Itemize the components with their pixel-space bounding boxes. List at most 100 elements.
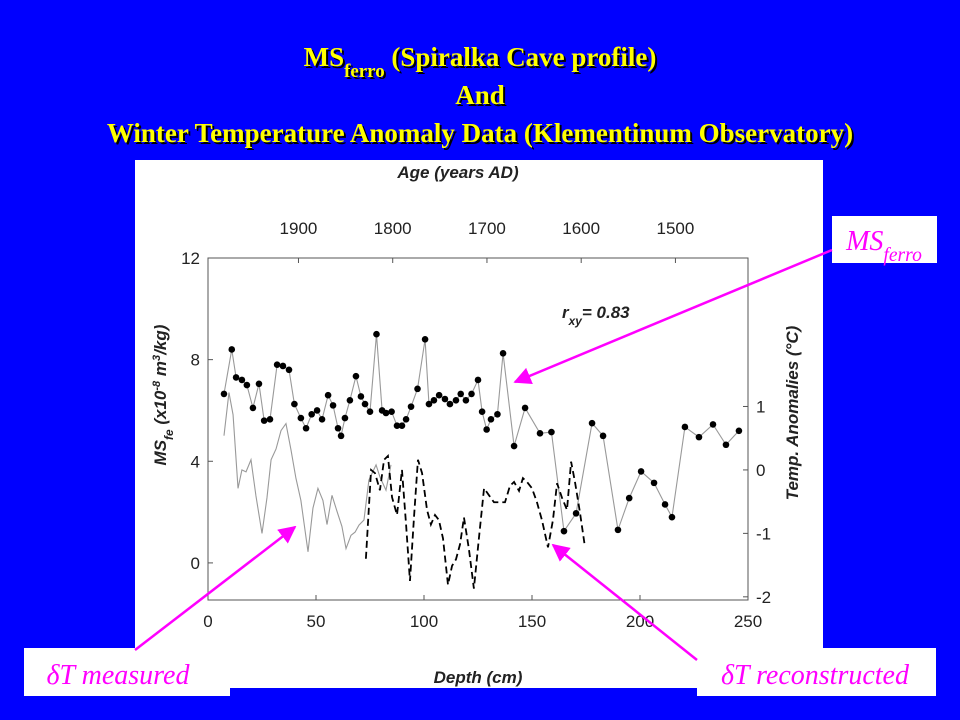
text-part: (Spiralka Cave profile) (385, 42, 657, 72)
data-point (536, 430, 544, 437)
data-point (614, 526, 622, 534)
y-axis-title: MSfe (x10-8 m3/kg) (151, 324, 176, 465)
y-tick-label: 0 (191, 554, 200, 573)
text-part: ferro (344, 61, 385, 82)
text-part: 3 (151, 354, 163, 361)
text-part: MS (845, 226, 883, 257)
data-point (414, 385, 421, 393)
data-point (435, 391, 443, 399)
data-point (722, 441, 730, 449)
y2-axis-title: Temp. Anomalies (°C) (783, 325, 802, 500)
legend-entry: MSferro (845, 226, 922, 266)
data-point (441, 395, 449, 403)
x2-axis-title: Age (years AD) (396, 163, 519, 182)
data-point (285, 366, 293, 374)
data-point (483, 426, 490, 433)
data-point (393, 422, 401, 429)
x-tick-label: 0 (203, 612, 212, 631)
data-point (334, 424, 342, 432)
legend-entry: δT measured (47, 660, 191, 691)
data-point (462, 396, 470, 404)
y-tick-label: 4 (191, 452, 200, 471)
data-point (273, 361, 281, 369)
data-point (650, 479, 658, 487)
data-point (255, 380, 263, 388)
data-point (260, 417, 268, 424)
text-part: MS (304, 42, 345, 72)
data-point (521, 404, 529, 412)
data-point (357, 393, 365, 400)
data-point (243, 381, 251, 389)
series-line (364, 454, 586, 589)
data-point (373, 330, 380, 338)
data-point (407, 403, 415, 410)
slide-title-line: Winter Temperature Anomaly Data (Klement… (107, 118, 853, 148)
arrow (551, 543, 698, 661)
y-tick-label: 12 (181, 249, 200, 268)
data-point (421, 336, 429, 343)
arrow (134, 525, 297, 651)
data-point (468, 390, 475, 398)
data-point (291, 400, 298, 408)
text-part: fe (162, 429, 176, 440)
text-part: (x10 (151, 390, 170, 429)
x-axis-title: Depth (cm) (434, 668, 523, 687)
text-part: m (151, 361, 170, 381)
data-point (297, 414, 305, 422)
chart: 0 50 100 150 200 250 1900 1800 1700 1600 1500 0 4 8 12… (151, 163, 802, 687)
data-point (735, 427, 743, 435)
data-point (572, 510, 580, 517)
data-point (279, 362, 287, 370)
data-point (474, 376, 482, 384)
data-point (661, 501, 669, 508)
text-part: -8 (151, 380, 163, 391)
data-point (709, 421, 717, 428)
data-point (266, 416, 274, 423)
data-point (668, 513, 676, 521)
data-point (695, 433, 703, 441)
x-tick-label: 150 (518, 612, 546, 631)
x2-tick-label: 1500 (657, 219, 695, 238)
x-tick-label: 250 (734, 612, 762, 631)
data-point (318, 416, 326, 423)
text-part: ferro (883, 245, 922, 266)
data-point (599, 432, 607, 440)
text-part: δT measured (47, 660, 191, 691)
x-tick-label: 50 (307, 612, 326, 631)
data-point (425, 400, 433, 408)
data-point (588, 419, 596, 427)
data-point (499, 349, 507, 357)
data-point (249, 404, 257, 412)
data-point (232, 374, 240, 381)
data-point (637, 468, 645, 475)
data-point (452, 396, 460, 404)
slide-title: MSferro (Spiralka Cave profile) (304, 42, 657, 82)
data-point (446, 400, 454, 408)
x2-tick-label: 1600 (562, 219, 600, 238)
data-point (457, 390, 465, 398)
slide-title-line: And (455, 80, 505, 110)
data-point (329, 402, 337, 409)
x-tick-label: 200 (626, 612, 654, 631)
data-point (560, 527, 568, 535)
y2-tick-label: -1 (756, 524, 771, 543)
data-point (341, 414, 349, 422)
data-point (510, 442, 518, 450)
data-point (478, 408, 486, 416)
data-point (398, 422, 406, 429)
legend-entry: δT reconstructed (721, 660, 910, 691)
y2-tick-label: 0 (756, 461, 765, 480)
data-point (625, 494, 633, 502)
data-point (308, 410, 315, 418)
data-point (302, 424, 310, 432)
chart-panel (135, 160, 823, 688)
data-point (324, 391, 332, 399)
x2-tick-label: 1900 (280, 219, 318, 238)
text-part: = 0.83 (582, 303, 630, 322)
data-point (366, 408, 374, 416)
annotation: rxy= 0.83 (562, 303, 630, 328)
data-point (388, 408, 395, 416)
y-tick-label: 8 (191, 351, 200, 370)
callout-box (832, 216, 937, 263)
callout-box (24, 648, 230, 696)
